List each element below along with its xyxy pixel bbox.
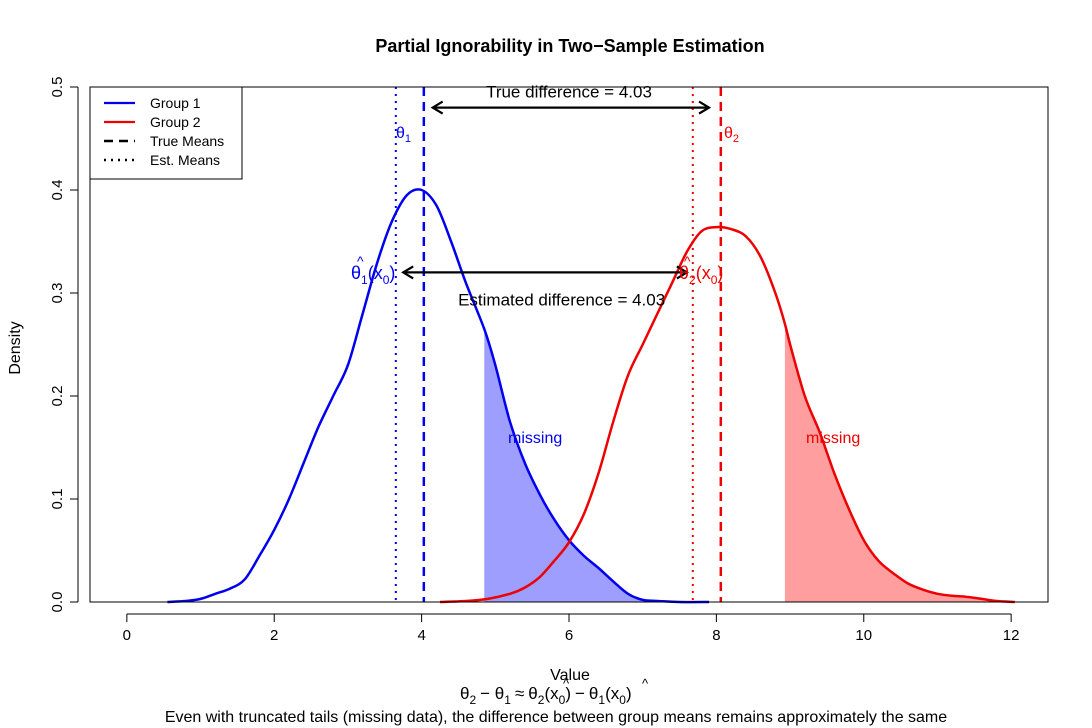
theta2-label: θ2 <box>724 125 739 145</box>
legend-label-group2: Group 2 <box>150 114 201 130</box>
shaded-tails: missing missing <box>484 323 1015 602</box>
theta1-hat-label: θ1(x0) <box>351 263 395 287</box>
mean-lines <box>394 87 723 602</box>
x-tick-label: 10 <box>855 627 872 644</box>
x-tick-label: 0 <box>123 627 131 644</box>
legend-label-est-means: Est. Means <box>150 152 220 168</box>
annotations: True difference = 4.03 Estimated differen… <box>403 82 709 309</box>
y-tick-label: 0.5 <box>49 77 66 98</box>
axes: 0 2 4 6 8 10 12 0.0 0.1 0.2 0.3 0.4 0.5 <box>49 77 1019 644</box>
legend-label-true-means: True Means <box>150 133 224 149</box>
x-tick-label: 8 <box>712 627 720 644</box>
formula-hat-1: ^ <box>563 676 570 691</box>
chart-title: Partial Ignorability in Two−Sample Estim… <box>375 36 764 56</box>
theta1-label: θ1 <box>396 125 411 145</box>
y-axis-label: Density <box>7 321 24 374</box>
true-diff-arrow-label: True difference = 4.03 <box>486 82 652 101</box>
y-tick-label: 0.3 <box>49 283 66 304</box>
theta2-hat-label: θ2(x0) <box>679 263 723 287</box>
series-line-group2 <box>439 225 1015 604</box>
y-tick-label: 0.4 <box>49 180 66 201</box>
missing-label-1: missing <box>508 430 562 447</box>
missing-label-2: missing <box>806 430 860 447</box>
theta1-hat-mark: ^ <box>357 253 364 269</box>
series-line-group1 <box>167 188 710 604</box>
x-tick-label: 2 <box>270 627 278 644</box>
formula: θ2− θ1 ≈ θ2(x0) − θ1(x0) <box>460 684 632 707</box>
plot-frame <box>89 86 1049 603</box>
y-tick-label: 0.2 <box>49 386 66 407</box>
x-tick-label: 4 <box>417 627 425 644</box>
legend: Group 1 Group 2 True Means Est. Means <box>89 86 243 180</box>
shaded-tail-1 <box>484 329 643 602</box>
caption: Even with truncated tails (missing data)… <box>165 709 947 726</box>
x-tick-label: 6 <box>565 627 573 644</box>
x-tick-label: 12 <box>1003 627 1020 644</box>
est-diff-arrow-label: Estimated difference = 4.03 <box>458 290 665 309</box>
formula-hat-2: ^ <box>642 676 649 691</box>
x-axis-label: Value <box>550 667 590 684</box>
y-tick-label: 0.1 <box>49 489 66 510</box>
y-tick-label: 0.0 <box>49 592 66 613</box>
shaded-tail-2 <box>784 323 1015 602</box>
theta2-hat-mark: ^ <box>684 253 691 269</box>
density-curves <box>167 188 1015 604</box>
legend-label-group1: Group 1 <box>150 95 201 111</box>
